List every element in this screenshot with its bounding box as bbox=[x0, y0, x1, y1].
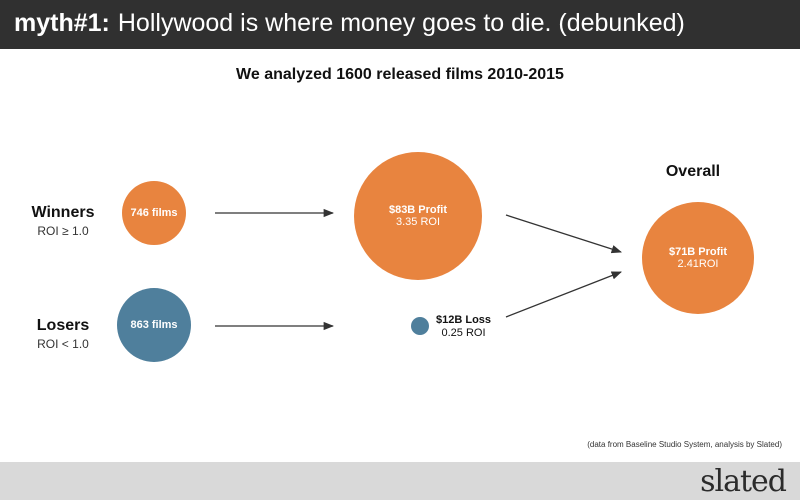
winners-roi: 3.35 ROI bbox=[395, 216, 441, 228]
winners-label: Winners ROI ≥ 1.0 bbox=[8, 204, 118, 238]
winners-profit: $83B Profit bbox=[388, 204, 448, 216]
losers-criterion: ROI < 1.0 bbox=[37, 337, 89, 351]
losers-count-circle: 863 films bbox=[117, 288, 191, 362]
winners-profit-circle: $83B Profit 3.35 ROI bbox=[354, 152, 482, 280]
overall-profit: $71B Profit bbox=[668, 246, 728, 258]
title-text: Hollywood is where money goes to die. (d… bbox=[117, 9, 685, 37]
winners-name: Winners bbox=[31, 204, 95, 221]
subtitle: We analyzed 1600 released films 2010-201… bbox=[236, 66, 564, 83]
losers-loss: $12B Loss bbox=[436, 314, 492, 326]
source-note: (data from Baseline Studio System, analy… bbox=[587, 440, 782, 449]
losers-loss-circle bbox=[411, 317, 429, 335]
header-bar: myth#1: Hollywood is where money goes to … bbox=[0, 0, 800, 49]
footer-bar: slated bbox=[0, 462, 800, 500]
winners-criterion: ROI ≥ 1.0 bbox=[37, 224, 89, 238]
winners-count-circle: 746 films bbox=[122, 181, 186, 245]
page-title: myth#1: Hollywood is where money goes to … bbox=[14, 9, 685, 38]
overall-circle: $71B Profit 2.41ROI bbox=[642, 202, 754, 314]
overall-roi: 2.41ROI bbox=[677, 258, 719, 270]
losers-label: Losers ROI < 1.0 bbox=[8, 317, 118, 351]
losers-roi: 0.25 ROI bbox=[441, 327, 486, 339]
title-lead: myth#1: bbox=[14, 9, 110, 37]
arrow-profit-to-overall bbox=[505, 214, 622, 254]
winners-count: 746 films bbox=[130, 207, 178, 219]
arrow-loss-to-overall bbox=[505, 271, 622, 318]
slated-logo: slated bbox=[700, 464, 787, 499]
losers-count: 863 films bbox=[130, 319, 178, 331]
losers-loss-label: $12B Loss 0.25 ROI bbox=[436, 314, 491, 339]
losers-name: Losers bbox=[36, 317, 90, 334]
overall-label: Overall bbox=[665, 163, 721, 180]
